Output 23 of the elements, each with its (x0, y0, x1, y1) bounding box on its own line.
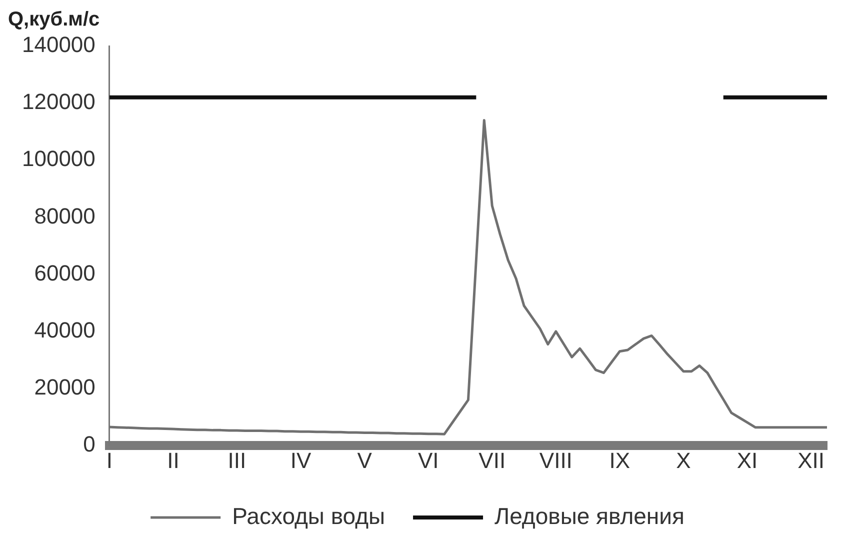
legend-label: Ледовые явления (494, 502, 684, 529)
y-tick-label: 0 (83, 432, 96, 457)
x-tick-label: IV (290, 448, 312, 473)
x-tick-label: III (228, 448, 246, 473)
x-tick-label: II (167, 448, 180, 473)
x-tick-label: V (357, 448, 372, 473)
y-tick-label: 60000 (34, 260, 96, 286)
legend-label: Расходы воды (232, 502, 386, 529)
x-tick-label: VI (418, 448, 439, 473)
y-axis-title: Q,куб.м/с (8, 8, 100, 31)
x-tick-label: XI (736, 448, 758, 473)
x-tick-label: VII (478, 448, 506, 473)
y-tick-label: 120000 (22, 89, 96, 114)
y-tick-label: 100000 (22, 146, 96, 172)
x-tick-label: X (676, 448, 692, 473)
y-tick-label: 20000 (34, 374, 96, 400)
y-tick-label: 80000 (34, 203, 96, 228)
x-tick-label: XII (798, 448, 825, 473)
y-tick-label: 140000 (22, 32, 96, 58)
x-tick-label: I (106, 448, 112, 473)
x-tick-label: VIII (539, 448, 572, 473)
y-tick-label: 40000 (34, 317, 96, 342)
x-tick-label: IX (609, 448, 630, 473)
